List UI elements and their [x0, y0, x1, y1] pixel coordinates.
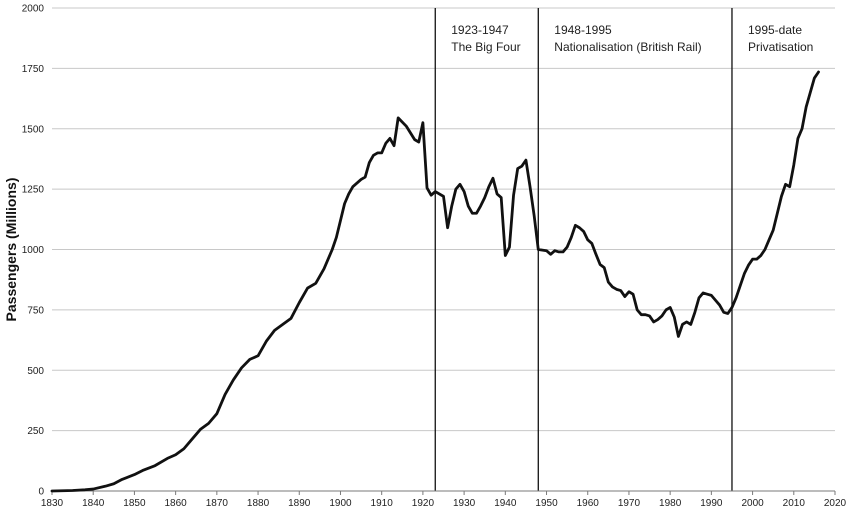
- x-tick-label: 1980: [659, 498, 682, 509]
- x-tick-label: 1900: [329, 498, 352, 509]
- era-name-label: Privatisation: [748, 40, 813, 54]
- era-name-label: The Big Four: [451, 40, 520, 54]
- y-tick-label: 1750: [22, 64, 45, 75]
- x-tick-label: 1830: [41, 498, 64, 509]
- era-period-label: 1923-1947: [451, 23, 509, 37]
- y-tick-label: 0: [38, 487, 44, 498]
- x-tick-label: 1920: [412, 498, 435, 509]
- x-tick-label: 1990: [700, 498, 723, 509]
- grid-layer: [52, 7, 835, 432]
- y-tick-label: 2000: [22, 4, 45, 15]
- passenger-series-line: [50, 70, 820, 493]
- x-tick-label: 2010: [783, 498, 806, 509]
- x-tick-label: 1910: [371, 498, 394, 509]
- era-period-label: 1995-date: [748, 23, 802, 37]
- series-layer: [50, 70, 820, 493]
- x-tick-label: 1960: [577, 498, 600, 509]
- axis-layer: [51, 490, 836, 495]
- x-tick-label: 1860: [165, 498, 188, 509]
- x-tick-label: 1880: [247, 498, 270, 509]
- x-tick-label: 1930: [453, 498, 476, 509]
- era-name-label: Nationalisation (British Rail): [554, 40, 701, 54]
- y-axis-title: Passengers (Millions): [3, 178, 19, 322]
- y-tick-label: 1000: [22, 245, 45, 256]
- x-tick-label: 1970: [618, 498, 641, 509]
- x-tick-label: 2000: [741, 498, 764, 509]
- x-tick-label: 1840: [82, 498, 105, 509]
- x-tick-label: 1940: [494, 498, 517, 509]
- y-tick-label: 500: [27, 366, 44, 377]
- x-tick-label: 1950: [535, 498, 558, 509]
- y-tick-label: 750: [27, 305, 44, 316]
- label-layer: Passengers (Millions) 0 250 500 750 1000 1250…: [3, 4, 847, 510]
- y-tick-label: 250: [27, 426, 44, 437]
- x-tick-label: 1890: [288, 498, 311, 509]
- x-tick-label: 2020: [824, 498, 847, 509]
- x-tick-label: 1850: [123, 498, 146, 509]
- x-tick-label: 1870: [206, 498, 229, 509]
- y-tick-label: 1500: [22, 124, 45, 135]
- era-period-label: 1948-1995: [554, 23, 612, 37]
- y-tick-label: 1250: [22, 185, 45, 196]
